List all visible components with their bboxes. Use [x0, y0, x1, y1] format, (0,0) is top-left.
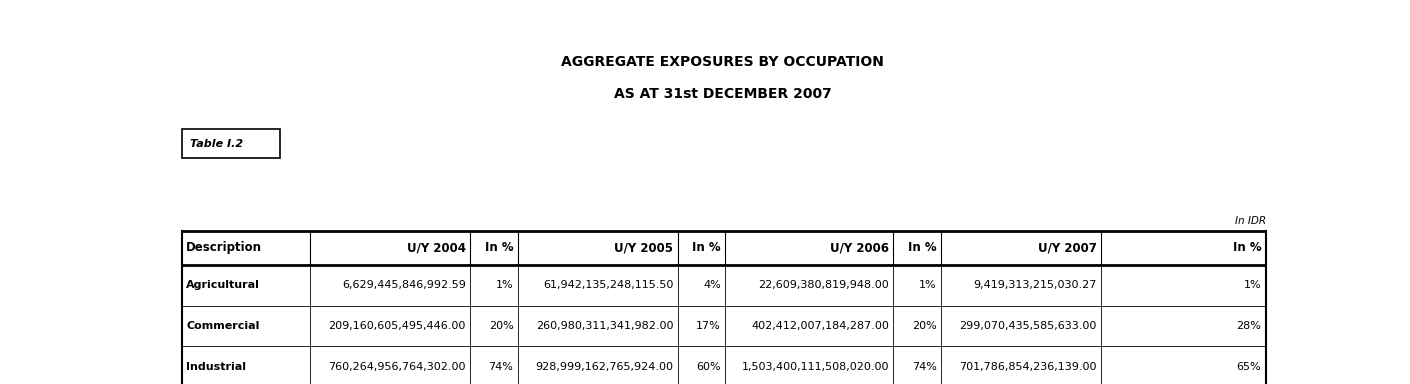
- Text: Agricultural: Agricultural: [186, 280, 259, 290]
- Text: 928,999,162,765,924.00: 928,999,162,765,924.00: [536, 362, 674, 372]
- Text: 28%: 28%: [1237, 321, 1262, 331]
- Text: 402,412,007,184,287.00: 402,412,007,184,287.00: [752, 321, 888, 331]
- Text: U/Y 2005: U/Y 2005: [615, 242, 674, 254]
- Text: In IDR: In IDR: [1235, 217, 1266, 227]
- Text: 22,609,380,819,948.00: 22,609,380,819,948.00: [759, 280, 888, 290]
- Text: Description: Description: [186, 242, 262, 254]
- Text: 20%: 20%: [489, 321, 513, 331]
- Text: 701,786,854,236,139.00: 701,786,854,236,139.00: [959, 362, 1097, 372]
- Bar: [182, 129, 281, 159]
- Text: U/Y 2006: U/Y 2006: [830, 242, 888, 254]
- Text: In %: In %: [908, 242, 936, 254]
- Text: In %: In %: [692, 242, 721, 254]
- Text: 1%: 1%: [496, 280, 513, 290]
- Text: 209,160,605,495,446.00: 209,160,605,495,446.00: [329, 321, 465, 331]
- Text: 1,503,400,111,508,020.00: 1,503,400,111,508,020.00: [742, 362, 888, 372]
- Text: 760,264,956,764,302.00: 760,264,956,764,302.00: [329, 362, 465, 372]
- Text: 74%: 74%: [912, 362, 936, 372]
- Text: Industrial: Industrial: [186, 362, 247, 372]
- Text: In %: In %: [1232, 242, 1262, 254]
- Text: 4%: 4%: [704, 280, 721, 290]
- Text: Table I.2: Table I.2: [190, 139, 244, 149]
- Text: 9,419,313,215,030.27: 9,419,313,215,030.27: [973, 280, 1097, 290]
- Text: 299,070,435,585,633.00: 299,070,435,585,633.00: [959, 321, 1097, 331]
- Text: AGGREGATE EXPOSURES BY OCCUPATION: AGGREGATE EXPOSURES BY OCCUPATION: [561, 55, 884, 69]
- Text: 260,980,311,341,982.00: 260,980,311,341,982.00: [536, 321, 674, 331]
- Text: 6,629,445,846,992.59: 6,629,445,846,992.59: [341, 280, 465, 290]
- Text: U/Y 2004: U/Y 2004: [406, 242, 465, 254]
- Text: 60%: 60%: [697, 362, 721, 372]
- Text: U/Y 2007: U/Y 2007: [1038, 242, 1097, 254]
- Text: 61,942,135,248,115.50: 61,942,135,248,115.50: [543, 280, 674, 290]
- Text: 74%: 74%: [488, 362, 513, 372]
- Text: 20%: 20%: [912, 321, 936, 331]
- Text: AS AT 31st DECEMBER 2007: AS AT 31st DECEMBER 2007: [613, 88, 832, 101]
- Text: 65%: 65%: [1237, 362, 1262, 372]
- Text: 17%: 17%: [697, 321, 721, 331]
- Text: 1%: 1%: [919, 280, 936, 290]
- Text: 1%: 1%: [1244, 280, 1262, 290]
- Text: Commercial: Commercial: [186, 321, 259, 331]
- Text: In %: In %: [485, 242, 513, 254]
